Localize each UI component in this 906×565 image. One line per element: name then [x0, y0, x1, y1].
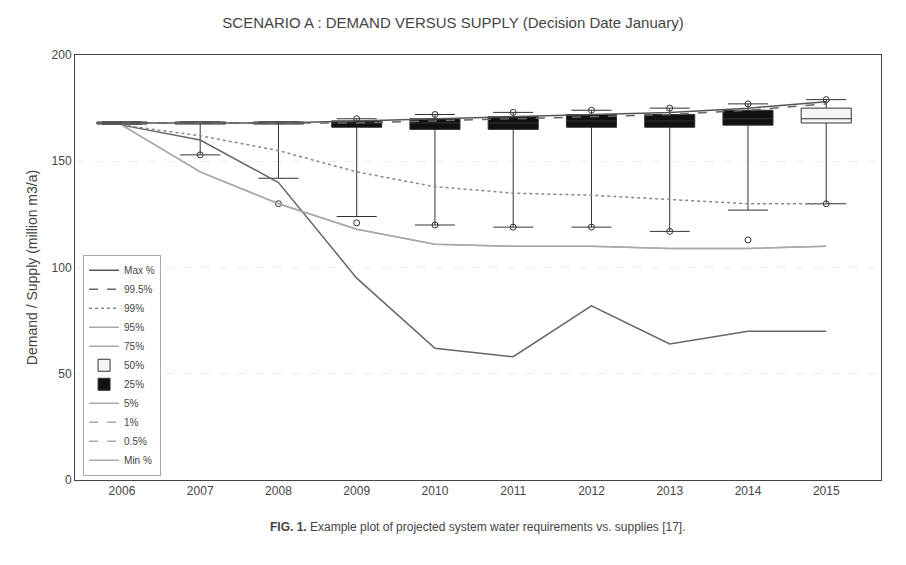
svg-text:2006: 2006 [109, 484, 136, 498]
svg-text:99.5%: 99.5% [124, 284, 152, 295]
svg-text:0.5%: 0.5% [124, 436, 147, 447]
svg-text:Max %: Max % [124, 265, 155, 276]
svg-text:100: 100 [52, 261, 72, 275]
svg-text:50%: 50% [124, 360, 144, 371]
svg-text:1%: 1% [124, 417, 139, 428]
svg-text:2007: 2007 [187, 484, 214, 498]
svg-text:2009: 2009 [343, 484, 370, 498]
svg-text:2014: 2014 [735, 484, 762, 498]
svg-text:99%: 99% [124, 303, 144, 314]
svg-text:Demand / Supply (million m3/a): Demand / Supply (million m3/a) [24, 170, 40, 365]
svg-text:2013: 2013 [656, 484, 683, 498]
svg-text:Min %: Min % [124, 455, 152, 466]
svg-text:2008: 2008 [265, 484, 292, 498]
svg-text:2012: 2012 [578, 484, 605, 498]
svg-text:50: 50 [58, 367, 72, 381]
svg-text:0: 0 [65, 473, 72, 487]
svg-text:95%: 95% [124, 322, 144, 333]
svg-text:SCENARIO A : DEMAND VERSUS SUP: SCENARIO A : DEMAND VERSUS SUPPLY (Decis… [222, 14, 683, 31]
svg-text:2010: 2010 [422, 484, 449, 498]
svg-text:5%: 5% [124, 398, 139, 409]
svg-text:200: 200 [52, 48, 72, 62]
svg-text:150: 150 [52, 154, 72, 168]
svg-text:75%: 75% [124, 341, 144, 352]
svg-text:FIG. 1. Example plot of projec: FIG. 1. Example plot of projected system… [270, 520, 686, 534]
svg-text:2011: 2011 [500, 484, 526, 498]
svg-text:25%: 25% [124, 379, 144, 390]
svg-text:2015: 2015 [813, 484, 840, 498]
